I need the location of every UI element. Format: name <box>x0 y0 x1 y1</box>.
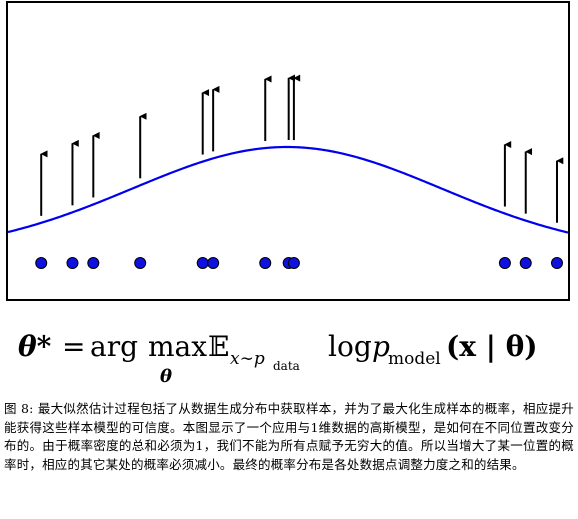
data-point <box>519 257 532 269</box>
figure-frame <box>6 1 570 301</box>
data-point <box>134 257 147 269</box>
data-point <box>207 257 220 269</box>
data-points <box>35 257 563 269</box>
gaussian-curve <box>7 145 569 234</box>
formula-arguments: (x | θ) <box>446 330 538 363</box>
formula-p-subscript: model <box>388 349 441 369</box>
figure-caption: 图 8: 最大似然估计过程包括了从数据生成分布中获取样本，并为了最大化生成样本的… <box>4 401 574 472</box>
formula-theta-star: θ* <box>18 330 52 363</box>
formula-max: max <box>148 330 207 363</box>
data-point <box>35 257 48 269</box>
gaussian-likelihood-figure <box>6 1 570 301</box>
formula-arg: arg <box>90 330 138 363</box>
probability-increase-arrows <box>40 74 564 223</box>
data-point <box>196 257 209 269</box>
formula-expectation-subscript: x∼p <box>230 349 265 369</box>
maximum-likelihood-formula: θ* = arg max θ 𝔼 x∼p data log p model (x… <box>18 330 538 386</box>
formula-log: log <box>328 330 372 363</box>
data-point <box>498 257 511 269</box>
data-point <box>259 257 272 269</box>
formula-expectation: 𝔼 <box>208 330 229 363</box>
formula-max-subscript: θ <box>160 366 172 386</box>
data-point <box>87 257 100 269</box>
data-point <box>551 257 563 269</box>
formula-equals: = <box>62 330 85 363</box>
formula-p: p <box>372 330 390 363</box>
formula-expectation-subscript-data: data <box>273 359 300 373</box>
data-point <box>287 257 300 269</box>
data-point <box>66 257 79 269</box>
